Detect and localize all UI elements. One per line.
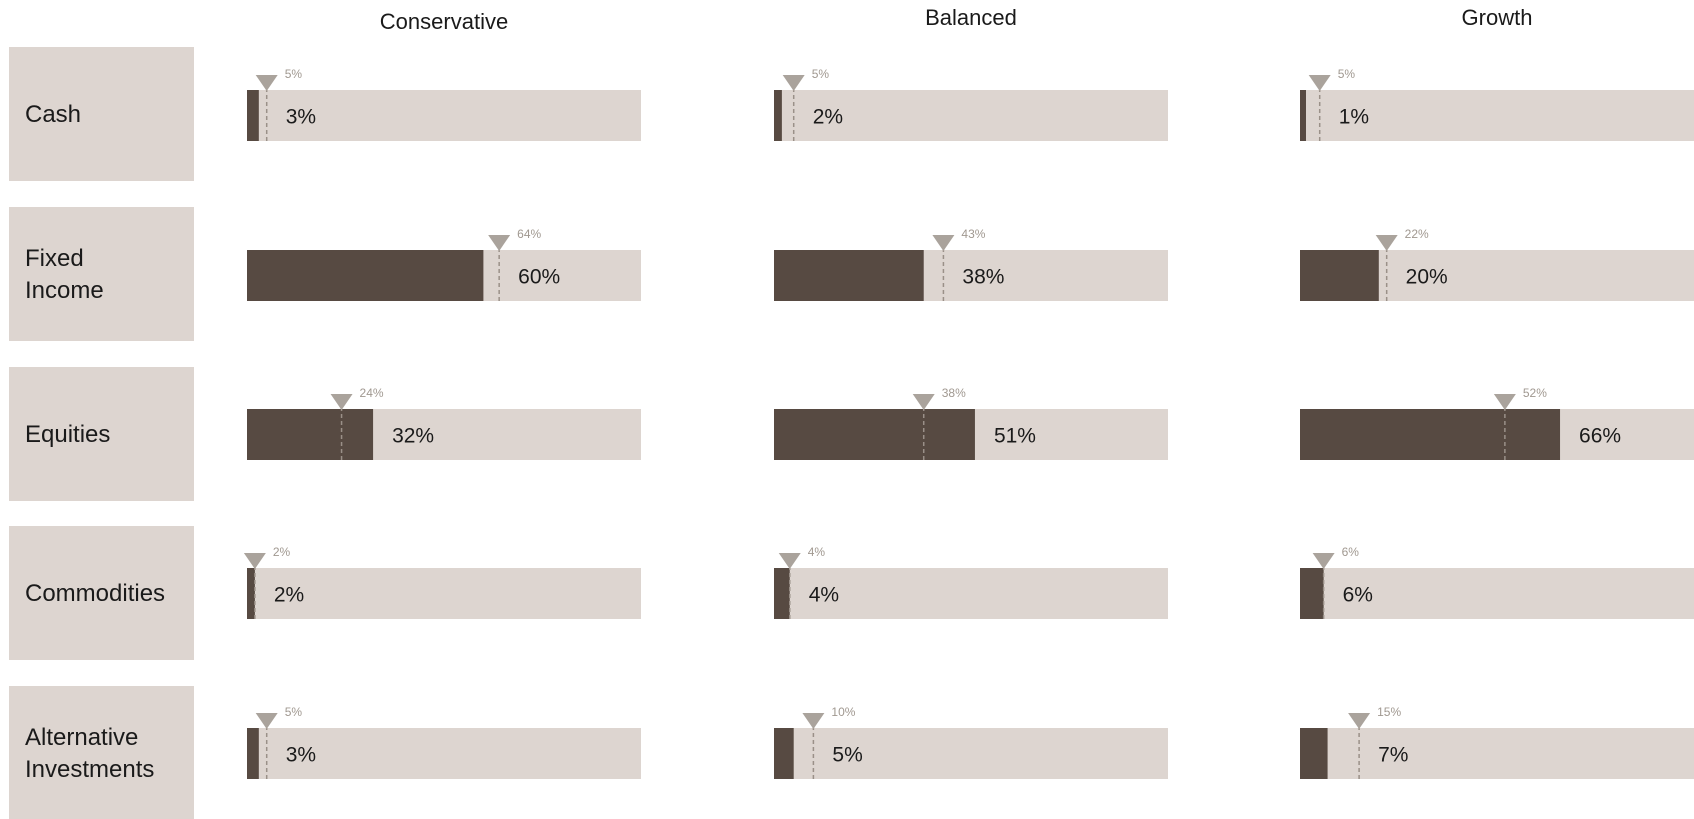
target-label-balanced-cash: 5% (812, 67, 830, 81)
target-marker-balanced-fixed-income (932, 235, 955, 251)
bar-fill-conservative-fixed-income (247, 250, 484, 301)
bar-track-balanced-cash (774, 90, 1168, 141)
bar-fill-balanced-commodities (774, 568, 790, 619)
value-label-growth-equities: 66% (1579, 425, 1621, 448)
target-label-growth-fixed-income: 22% (1405, 227, 1429, 241)
target-label-conservative-commodities: 2% (273, 545, 291, 559)
value-label-balanced-equities: 51% (994, 425, 1036, 448)
bar-fill-conservative-commodities (247, 568, 255, 619)
target-label-growth-alternative-investments: 15% (1377, 705, 1401, 719)
value-label-conservative-commodities: 2% (274, 584, 304, 607)
value-label-conservative-equities: 32% (392, 425, 434, 448)
bar-fill-balanced-equities (774, 409, 975, 460)
bar-fill-growth-equities (1300, 409, 1561, 460)
bar-track-conservative-cash (247, 90, 641, 141)
target-marker-conservative-fixed-income (488, 235, 511, 251)
column-title-conservative: Conservative (380, 9, 508, 34)
target-label-growth-equities: 52% (1523, 386, 1547, 400)
bar-fill-balanced-fixed-income (774, 250, 924, 301)
bar-fill-balanced-alternative-investments (774, 728, 794, 779)
value-label-growth-commodities: 6% (1343, 584, 1373, 607)
value-label-growth-cash: 1% (1339, 106, 1369, 129)
row-header-commodities (9, 526, 194, 660)
target-label-growth-cash: 5% (1338, 67, 1356, 81)
target-label-growth-commodities: 6% (1342, 545, 1360, 559)
bar-track-growth-cash (1300, 90, 1694, 141)
row-header-cash (9, 47, 194, 181)
value-label-conservative-cash: 3% (286, 106, 316, 129)
target-marker-conservative-commodities (243, 553, 266, 569)
bar-track-conservative-alternative-investments (247, 728, 641, 779)
column-title-growth: Growth (1462, 5, 1533, 30)
column-title-balanced: Balanced (925, 5, 1017, 30)
target-marker-growth-alternative-investments (1348, 713, 1371, 729)
value-label-balanced-cash: 2% (813, 106, 843, 129)
bar-fill-balanced-cash (774, 90, 782, 141)
target-marker-balanced-commodities (778, 553, 801, 569)
row-label-commodities: Commodities (25, 580, 165, 607)
bar-track-growth-alternative-investments (1300, 728, 1694, 779)
target-marker-conservative-equities (330, 394, 353, 410)
bar-track-balanced-alternative-investments (774, 728, 1168, 779)
value-label-growth-alternative-investments: 7% (1378, 744, 1408, 767)
target-marker-conservative-alternative-investments (255, 713, 278, 729)
value-label-growth-fixed-income: 20% (1406, 266, 1448, 289)
bar-track-growth-commodities (1300, 568, 1694, 619)
bar-fill-conservative-alternative-investments (247, 728, 259, 779)
row-label-equities: Equities (25, 421, 110, 448)
target-label-balanced-commodities: 4% (808, 545, 826, 559)
row-header-equities (9, 367, 194, 501)
row-header-fixed-income (9, 207, 194, 341)
target-marker-balanced-equities (912, 394, 935, 410)
row-label-fixed-income: Fixed Income (25, 245, 104, 304)
bar-fill-growth-alternative-investments (1300, 728, 1328, 779)
target-marker-balanced-alternative-investments (802, 713, 825, 729)
target-label-balanced-fixed-income: 43% (961, 227, 985, 241)
target-label-conservative-equities: 24% (360, 386, 384, 400)
bar-track-conservative-commodities (247, 568, 641, 619)
target-marker-growth-equities (1493, 394, 1516, 410)
target-label-balanced-equities: 38% (942, 386, 966, 400)
bar-track-balanced-commodities (774, 568, 1168, 619)
target-marker-conservative-cash (255, 75, 278, 91)
target-label-balanced-alternative-investments: 10% (831, 705, 855, 719)
value-label-conservative-alternative-investments: 3% (286, 744, 316, 767)
value-label-balanced-fixed-income: 38% (962, 266, 1004, 289)
bar-fill-growth-cash (1300, 90, 1306, 141)
target-label-conservative-alternative-investments: 5% (285, 705, 303, 719)
bar-fill-growth-fixed-income (1300, 250, 1379, 301)
row-header-alternative-investments (9, 686, 194, 819)
bar-fill-conservative-equities (247, 409, 374, 460)
target-marker-growth-cash (1308, 75, 1331, 91)
target-marker-growth-fixed-income (1375, 235, 1398, 251)
target-marker-growth-commodities (1312, 553, 1335, 569)
bar-fill-growth-commodities (1300, 568, 1324, 619)
value-label-conservative-fixed-income: 60% (518, 266, 560, 289)
value-label-balanced-alternative-investments: 5% (832, 744, 862, 767)
target-label-conservative-fixed-income: 64% (517, 227, 541, 241)
row-label-cash: Cash (25, 101, 81, 128)
row-label-alternative-investments: Alternative Investments (25, 724, 154, 783)
value-label-balanced-commodities: 4% (809, 584, 839, 607)
target-marker-balanced-cash (782, 75, 805, 91)
bar-fill-conservative-cash (247, 90, 259, 141)
target-label-conservative-cash: 5% (285, 67, 303, 81)
